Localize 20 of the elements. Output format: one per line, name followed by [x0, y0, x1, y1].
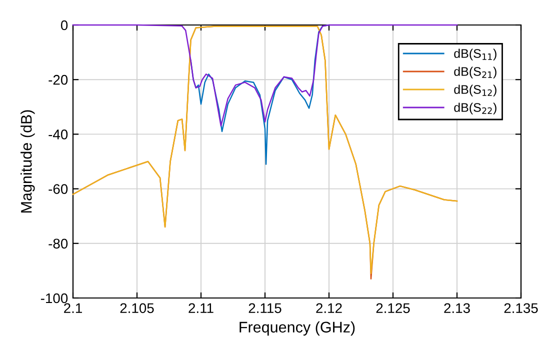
x-axis-title: Frequency (GHz)	[240, 321, 355, 336]
legend-label: dB(S$_{21}$)	[454, 66, 496, 78]
x-tick-label: 2.125	[376, 303, 410, 314]
legend-label: dB(S$_{11}$)	[454, 48, 496, 60]
y-tick-label: 0	[60, 20, 68, 30]
x-tick-label: 2.135	[504, 303, 538, 314]
x-tick-label: 2.115	[248, 303, 282, 314]
y-tick-label: -100	[40, 293, 68, 304]
y-tick-label: -20	[48, 74, 68, 85]
y-tick-label: -40	[48, 130, 68, 140]
x-tick-label: 2.1	[64, 303, 82, 313]
x-tick-label: 2.11	[188, 303, 214, 313]
x-tick-label: 2.13	[444, 303, 470, 314]
y-tick-label: -60	[48, 184, 68, 194]
legend-label: dB(S$_{22}$)	[454, 102, 496, 114]
x-tick-label: 2.105	[120, 303, 154, 314]
x-tick-label: 2.12	[316, 303, 342, 313]
legend-label: dB(S$_{12}$)	[454, 84, 496, 96]
y-tick-label: -80	[48, 238, 68, 249]
y-axis-title: Magnitude (dB)	[20, 110, 35, 212]
